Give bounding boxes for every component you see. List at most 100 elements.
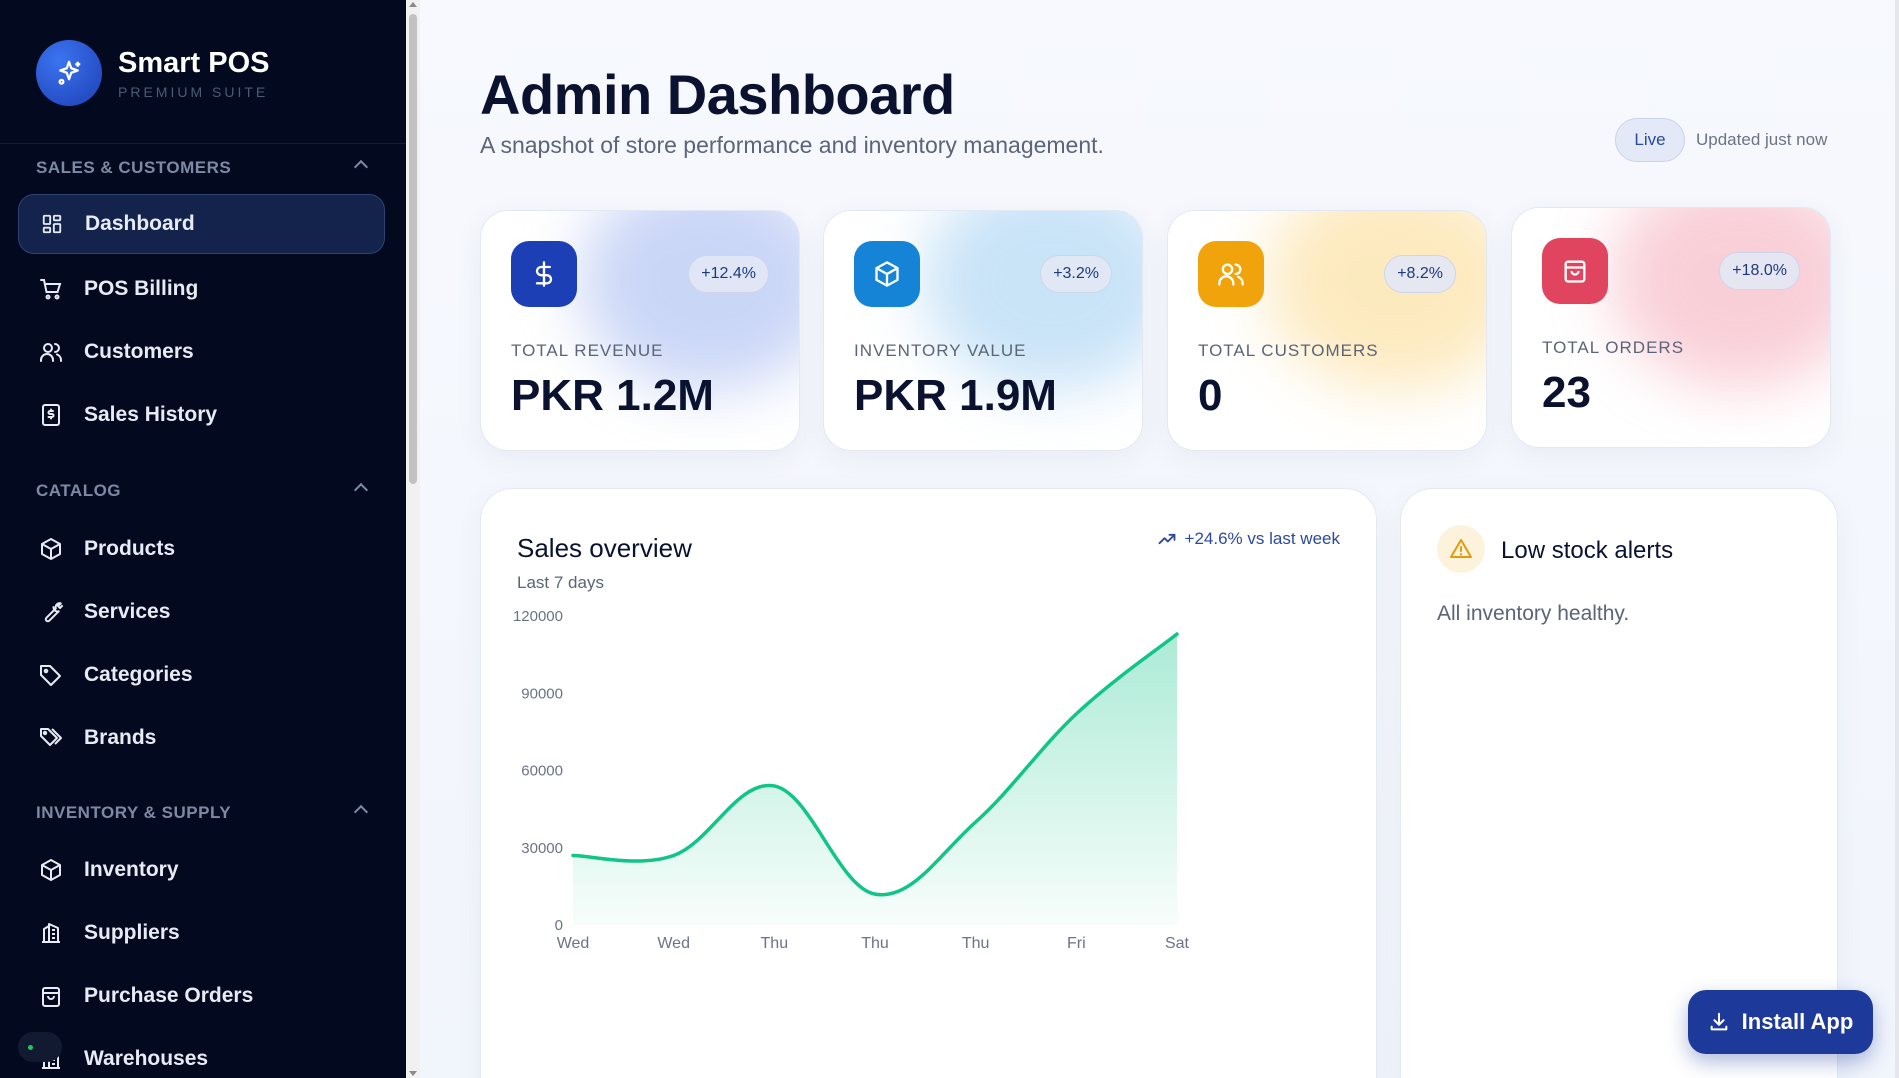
- sidebar-item-dashboard[interactable]: Dashboard: [18, 194, 385, 254]
- sidebar-item-products[interactable]: Products: [18, 519, 385, 579]
- chart-series-line: [571, 632, 1179, 897]
- section-sales-customers[interactable]: SALES & CUSTOMERS: [36, 158, 369, 178]
- y-tick-label: 90000: [521, 685, 563, 702]
- stat-value: 0: [1198, 371, 1223, 420]
- sidebar-item-label: Warehouses: [84, 1047, 209, 1070]
- stat-label: TOTAL REVENUE: [511, 341, 664, 360]
- sidebar-item-inventory[interactable]: Inventory: [18, 840, 385, 900]
- change-badge: +3.2%: [1040, 255, 1112, 293]
- y-tick-label: 0: [555, 917, 563, 934]
- chevron-up-icon: [353, 159, 369, 175]
- sidebar-item-label: Products: [84, 537, 176, 560]
- x-tick-label: Thu: [761, 935, 789, 952]
- page-subtitle: A snapshot of store performance and inve…: [480, 132, 1104, 158]
- sidebar-item-warehouses[interactable]: Warehouses: [18, 1029, 385, 1078]
- stat-label: INVENTORY VALUE: [854, 341, 1027, 360]
- window-scrollbar[interactable]: [1895, 0, 1899, 1078]
- download-icon: [1710, 1012, 1728, 1031]
- users-icon: [38, 339, 64, 365]
- brand-subtitle: PREMIUM SUITE: [118, 83, 269, 100]
- sidebar-item-sales-history[interactable]: Sales History: [18, 385, 385, 445]
- y-tick-label: 60000: [521, 763, 563, 780]
- brand-name: Smart POS: [118, 46, 270, 79]
- scrollbar-thumb[interactable]: [409, 14, 417, 484]
- chevron-up-icon: [353, 482, 369, 498]
- status-dot-icon: [28, 1044, 33, 1050]
- wrench-icon: [38, 599, 64, 625]
- sidebar-scrollbar[interactable]: [406, 0, 420, 1078]
- receipt-icon: [38, 402, 64, 428]
- building-icon: [38, 920, 64, 946]
- main-content: Admin Dashboard A snapshot of store perf…: [420, 0, 1899, 1078]
- sales-overview-panel: Sales overview Last 7 days +24.6% vs las…: [480, 488, 1377, 1078]
- chart-area-fill: [573, 634, 1177, 925]
- tag-icon: [38, 662, 64, 688]
- sales-chart: 0 30000 60000 90000 120000 Wed Wed Thu Thu Thu Fri…: [513, 608, 1190, 952]
- chart-subtitle: Last 7 days: [517, 573, 604, 592]
- scroll-up-arrow-icon[interactable]: [409, 2, 417, 7]
- trend-text: +24.6% vs last week: [1184, 529, 1340, 548]
- brand[interactable]: Smart POS PREMIUM SUITE: [36, 40, 270, 106]
- x-tick-label: Wed: [557, 935, 590, 952]
- sidebar-item-brands[interactable]: Brands: [18, 708, 385, 768]
- sidebar-item-label: Inventory: [84, 858, 179, 881]
- install-app-button[interactable]: Install App: [1688, 990, 1873, 1054]
- page-title: Admin Dashboard: [480, 63, 955, 126]
- x-tick-label: Fri: [1067, 935, 1086, 952]
- status-indicator[interactable]: [18, 1032, 62, 1062]
- stat-value: PKR 1.9M: [854, 371, 1057, 420]
- alert-message: All inventory healthy.: [1437, 602, 1630, 625]
- x-tick-label: Sat: [1165, 935, 1190, 952]
- box-icon: [38, 857, 64, 883]
- users-icon: [1198, 241, 1264, 307]
- bag-icon: [1542, 238, 1608, 304]
- dollar-icon: [511, 241, 577, 307]
- sidebar-item-suppliers[interactable]: Suppliers: [18, 903, 385, 963]
- tags-icon: [38, 725, 64, 751]
- sidebar-item-label: Dashboard: [85, 212, 195, 235]
- card-glow: [922, 211, 1142, 391]
- card-glow: [1266, 211, 1486, 391]
- updated-timestamp: Updated just now: [1696, 130, 1828, 149]
- x-tick-label: Thu: [962, 935, 990, 952]
- section-catalog[interactable]: CATALOG: [36, 481, 369, 501]
- stat-card-revenue: +12.4% TOTAL REVENUE PKR 1.2M: [480, 210, 800, 451]
- chevron-up-icon: [353, 804, 369, 820]
- sidebar-item-label: Suppliers: [84, 921, 180, 944]
- stat-card-inventory-value: +3.2% INVENTORY VALUE PKR 1.9M: [823, 210, 1143, 451]
- sidebar-item-pos-billing[interactable]: POS Billing: [18, 259, 385, 319]
- x-tick-label: Thu: [861, 935, 889, 952]
- cart-icon: [38, 276, 64, 302]
- warning-icon: [1437, 525, 1485, 573]
- sidebar-item-label: Brands: [84, 726, 157, 749]
- y-tick-label: 120000: [513, 608, 563, 625]
- scroll-down-arrow-icon[interactable]: [409, 1071, 417, 1076]
- install-label: Install App: [1741, 1009, 1854, 1034]
- change-badge: +8.2%: [1384, 255, 1456, 293]
- stat-label: TOTAL CUSTOMERS: [1198, 341, 1379, 360]
- sidebar-item-label: Sales History: [84, 403, 218, 426]
- stat-value: PKR 1.2M: [511, 371, 714, 420]
- sidebar: Smart POS PREMIUM SUITE SALES & CUSTOMER…: [0, 0, 420, 1078]
- cube-icon: [854, 241, 920, 307]
- change-badge: +18.0%: [1719, 252, 1800, 290]
- chart-title: Sales overview: [517, 533, 692, 563]
- alert-title: Low stock alerts: [1501, 537, 1674, 564]
- change-badge: +12.4%: [688, 255, 769, 293]
- sidebar-item-services[interactable]: Services: [18, 582, 385, 642]
- sidebar-item-customers[interactable]: Customers: [18, 322, 385, 382]
- card-glow: [1610, 208, 1830, 388]
- trend-indicator: +24.6% vs last week: [1157, 529, 1340, 549]
- bag-icon: [38, 983, 64, 1009]
- sidebar-item-label: Services: [84, 600, 171, 623]
- section-title: CATALOG: [36, 481, 122, 500]
- grid-icon: [39, 211, 65, 237]
- stat-card-orders: +18.0% TOTAL ORDERS 23: [1511, 207, 1831, 448]
- brand-divider: [0, 143, 406, 144]
- section-inventory-supply[interactable]: INVENTORY & SUPPLY: [36, 803, 369, 823]
- trending-up-icon: [1158, 533, 1175, 545]
- section-title: INVENTORY & SUPPLY: [36, 803, 232, 822]
- sparkle-logo-icon: [36, 40, 102, 106]
- sidebar-item-purchase-orders[interactable]: Purchase Orders: [18, 966, 385, 1026]
- sidebar-item-categories[interactable]: Categories: [18, 645, 385, 705]
